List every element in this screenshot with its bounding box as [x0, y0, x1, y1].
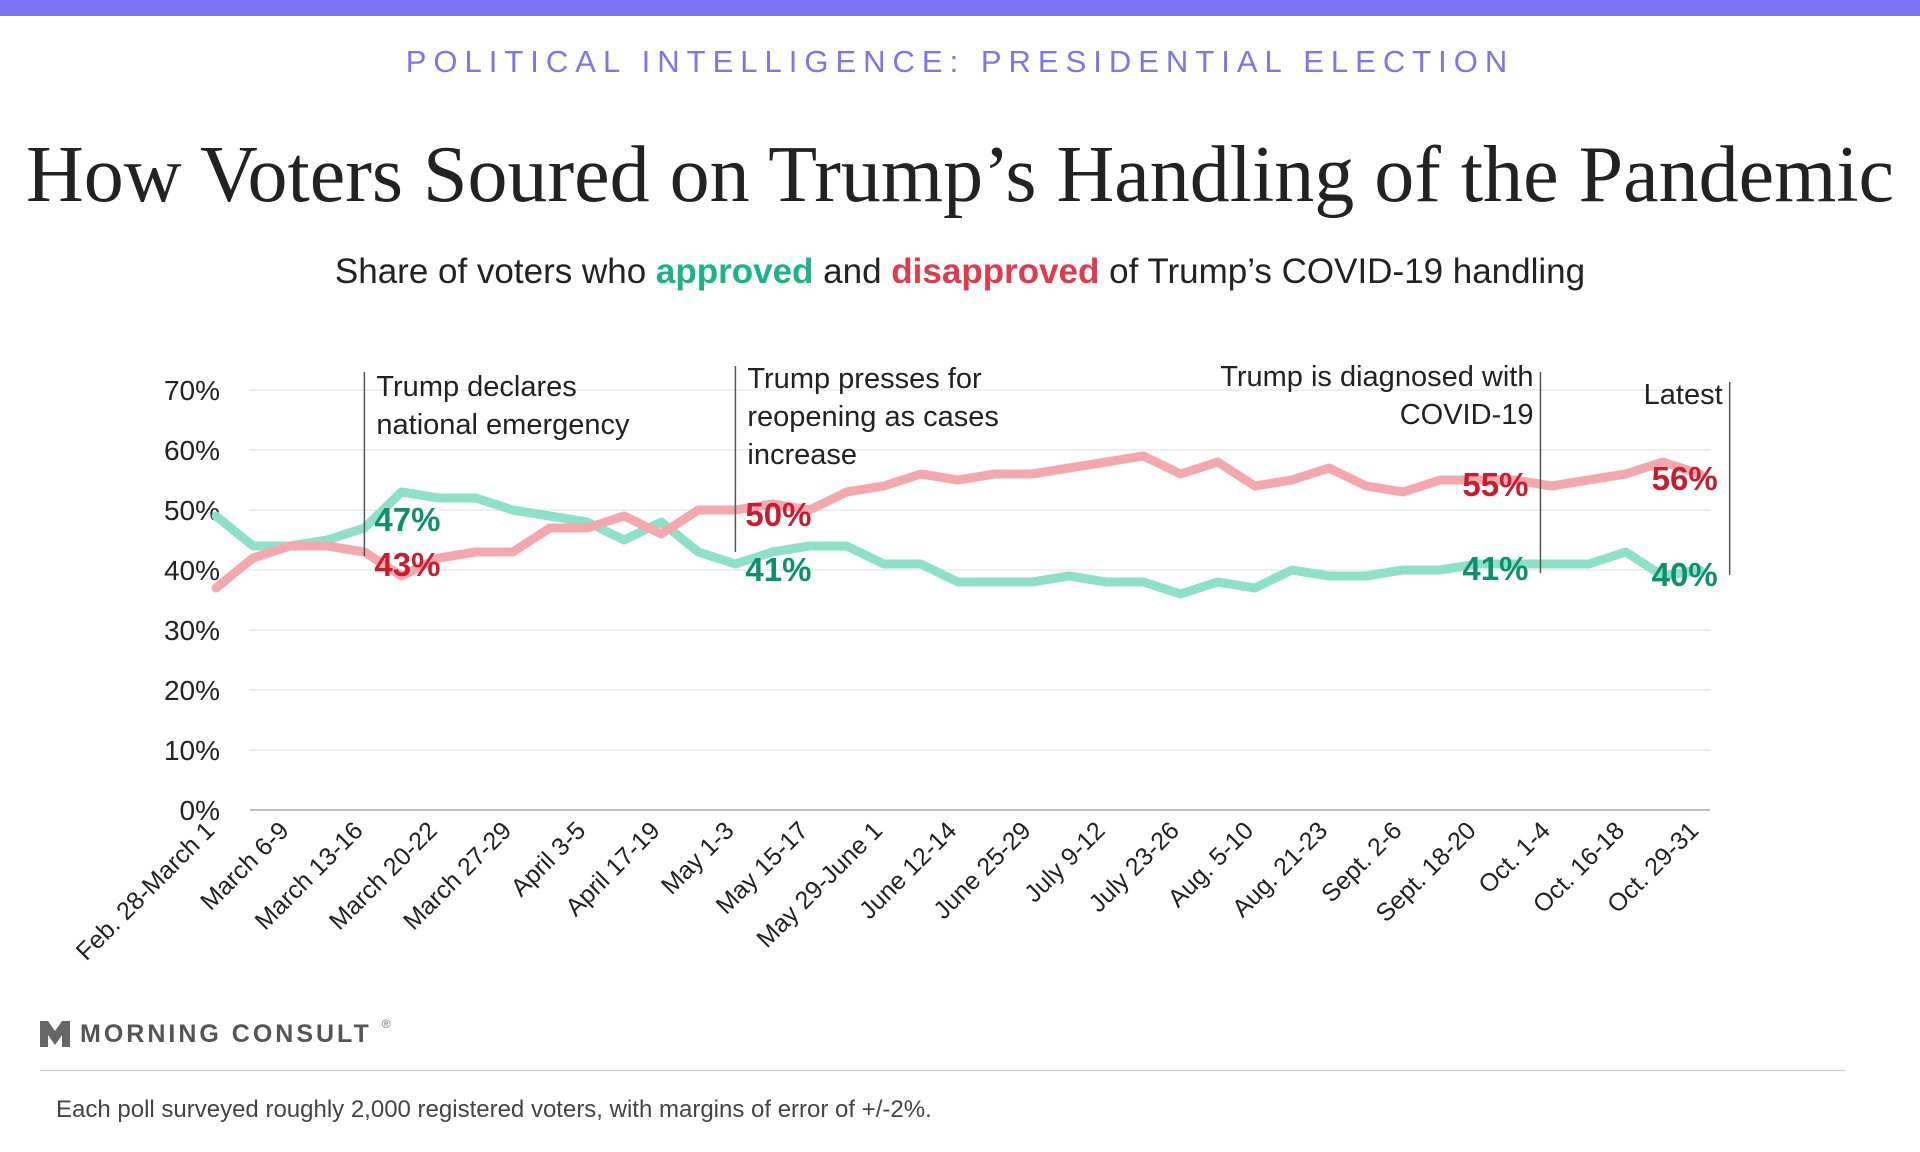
- approve-value-label: 41%: [1462, 550, 1528, 587]
- y-tick-label: 50%: [164, 495, 220, 526]
- chart-subtitle: Share of voters who approved and disappr…: [0, 252, 1920, 292]
- y-tick-label: 60%: [164, 435, 220, 466]
- disapprove-value-label: 56%: [1652, 460, 1718, 497]
- y-tick-label: 30%: [164, 615, 220, 646]
- logo-registered-mark: ®: [381, 1017, 391, 1031]
- subtitle-approved: approved: [655, 252, 814, 291]
- top-accent-bar: [0, 0, 1920, 16]
- footnote: Each poll surveyed roughly 2,000 registe…: [56, 1096, 932, 1123]
- approve-value-label: 47%: [374, 501, 440, 538]
- disapprove-value-label: 55%: [1462, 466, 1528, 503]
- series-line-disapproved: [211, 451, 1705, 593]
- morning-consult-logo: MORNING CONSULT ®: [40, 1017, 391, 1051]
- series-line-approved: [211, 487, 1705, 599]
- approve-value-label: 41%: [745, 551, 811, 588]
- annotation-text: increase: [747, 439, 857, 471]
- disapprove-value-label: 43%: [374, 546, 440, 583]
- chart-title: How Voters Soured on Trump’s Handling of…: [25, 131, 1895, 219]
- y-tick-label: 10%: [164, 735, 220, 766]
- kicker: POLITICAL INTELLIGENCE: PRESIDENTIAL ELE…: [405, 44, 1515, 79]
- morning-consult-logo-icon: [40, 1021, 70, 1047]
- y-tick-label: 0%: [180, 795, 220, 826]
- annotation-text: Trump declares: [376, 371, 576, 403]
- annotation-text: Latest: [1644, 379, 1723, 411]
- y-tick-label: 70%: [164, 375, 220, 406]
- annotation-text: national emergency: [376, 409, 630, 441]
- subtitle-post: of Trump’s COVID-19 handling: [1099, 252, 1586, 291]
- disapprove-value-label: 50%: [745, 496, 811, 533]
- subtitle-disapproved: disapproved: [891, 252, 1100, 291]
- footer-divider: [40, 1070, 1846, 1071]
- annotation-text: Trump is diagnosed with: [1220, 361, 1533, 393]
- subtitle-pre: Share of voters who: [334, 252, 656, 291]
- annotation-text: reopening as cases: [747, 401, 999, 433]
- subtitle-mid: and: [813, 252, 892, 291]
- y-tick-label: 20%: [164, 675, 220, 706]
- annotation-text: COVID-19: [1400, 399, 1534, 431]
- x-tick-label: Feb. 28-March 1: [71, 816, 220, 965]
- annotation-text: Trump presses for: [747, 363, 982, 395]
- logo-text: MORNING CONSULT: [80, 1019, 372, 1048]
- x-tick-label: May 29-June 1: [751, 816, 888, 953]
- y-tick-label: 40%: [164, 555, 220, 586]
- approve-value-label: 40%: [1652, 556, 1718, 593]
